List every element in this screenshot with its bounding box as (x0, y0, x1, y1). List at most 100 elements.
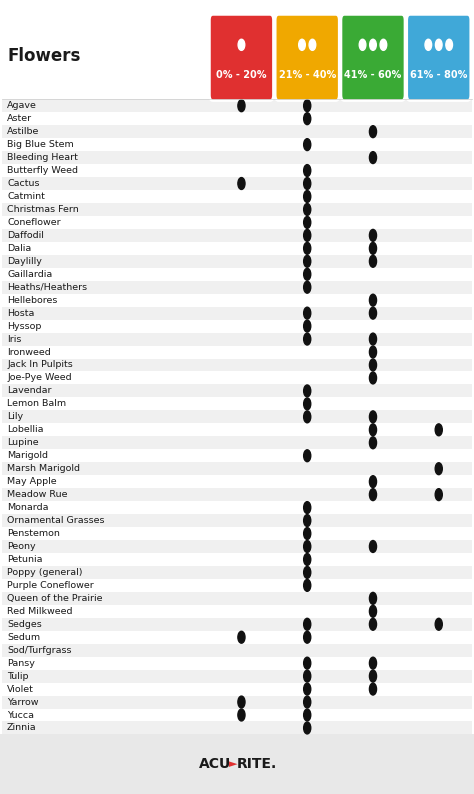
Circle shape (304, 268, 311, 280)
Bar (2, 333, 472, 345)
Bar (2, 99, 472, 112)
Circle shape (369, 333, 376, 345)
Circle shape (435, 424, 442, 436)
Circle shape (369, 256, 376, 268)
Circle shape (425, 39, 432, 50)
Text: Red Milkweed: Red Milkweed (7, 607, 73, 616)
Bar (2, 683, 472, 696)
Text: Iris: Iris (7, 334, 21, 344)
Text: Sedges: Sedges (7, 620, 42, 629)
Text: ►: ► (229, 759, 238, 769)
Circle shape (304, 256, 311, 268)
Circle shape (304, 191, 311, 202)
Text: Pansy: Pansy (7, 659, 35, 668)
Circle shape (304, 398, 311, 410)
Text: Petunia: Petunia (7, 555, 43, 564)
Bar (2, 708, 472, 722)
Bar (2, 630, 472, 644)
Bar (2, 320, 472, 333)
Circle shape (436, 39, 442, 50)
Text: Catmint: Catmint (7, 192, 45, 201)
Text: Daffodil: Daffodil (7, 231, 44, 240)
Text: Monarda: Monarda (7, 503, 49, 512)
Circle shape (304, 217, 311, 229)
Circle shape (369, 346, 376, 358)
Circle shape (435, 619, 442, 630)
Bar (2, 359, 472, 372)
Circle shape (369, 657, 376, 669)
Circle shape (435, 463, 442, 475)
Text: 0% - 20%: 0% - 20% (216, 70, 267, 80)
Circle shape (238, 709, 245, 721)
Circle shape (369, 152, 376, 164)
Bar (2, 436, 472, 449)
Circle shape (304, 229, 311, 241)
Circle shape (304, 580, 311, 592)
Bar (2, 229, 472, 242)
Text: Meadow Rue: Meadow Rue (7, 490, 68, 499)
Text: Big Blue Stem: Big Blue Stem (7, 140, 74, 149)
Text: Dalia: Dalia (7, 244, 31, 252)
Circle shape (369, 488, 376, 500)
Circle shape (369, 125, 376, 137)
Circle shape (304, 566, 311, 578)
Bar (2, 475, 472, 488)
Circle shape (369, 619, 376, 630)
Circle shape (369, 670, 376, 682)
Circle shape (304, 631, 311, 643)
Circle shape (369, 411, 376, 422)
Bar (2, 372, 472, 384)
FancyBboxPatch shape (275, 14, 339, 101)
Bar (2, 138, 472, 151)
Bar (2, 177, 472, 190)
Circle shape (369, 541, 376, 553)
Text: Gaillardia: Gaillardia (7, 270, 52, 279)
FancyBboxPatch shape (341, 14, 405, 101)
Circle shape (369, 307, 376, 319)
Text: May Apple: May Apple (7, 477, 57, 486)
Text: 41% - 60%: 41% - 60% (344, 70, 401, 80)
Circle shape (238, 39, 245, 50)
Text: Lemon Balm: Lemon Balm (7, 399, 66, 408)
Bar (2, 696, 472, 708)
Text: Heaths/Heathers: Heaths/Heathers (7, 283, 87, 291)
Text: Lupine: Lupine (7, 438, 39, 447)
Circle shape (304, 709, 311, 721)
Circle shape (369, 592, 376, 604)
Circle shape (369, 437, 376, 449)
Text: Joe-Pye Weed: Joe-Pye Weed (7, 373, 72, 383)
Text: Hyssop: Hyssop (7, 322, 42, 330)
Text: Butterfly Weed: Butterfly Weed (7, 166, 78, 175)
Circle shape (238, 100, 245, 112)
Circle shape (304, 411, 311, 422)
Bar (2, 488, 472, 501)
Circle shape (238, 696, 245, 708)
Bar (2, 410, 472, 423)
Circle shape (359, 39, 366, 50)
Circle shape (304, 100, 311, 112)
Bar (2, 306, 472, 320)
Circle shape (380, 39, 387, 50)
Circle shape (369, 476, 376, 488)
Circle shape (304, 696, 311, 708)
Text: Coneflower: Coneflower (7, 218, 61, 227)
Circle shape (304, 333, 311, 345)
Text: Ironweed: Ironweed (7, 348, 51, 357)
Text: RITE.: RITE. (237, 757, 277, 771)
Text: Flowers: Flowers (7, 47, 81, 65)
Text: Ornamental Grasses: Ornamental Grasses (7, 516, 105, 525)
Circle shape (304, 527, 311, 539)
Bar (2, 501, 472, 514)
Bar (2, 579, 472, 592)
Circle shape (304, 113, 311, 125)
Bar (2, 216, 472, 229)
Text: Aster: Aster (7, 114, 32, 123)
Circle shape (370, 39, 376, 50)
Circle shape (369, 683, 376, 695)
Bar (2, 384, 472, 398)
Circle shape (238, 631, 245, 643)
Bar (2, 164, 472, 177)
Bar (2, 242, 472, 255)
Circle shape (299, 39, 305, 50)
Circle shape (309, 39, 316, 50)
